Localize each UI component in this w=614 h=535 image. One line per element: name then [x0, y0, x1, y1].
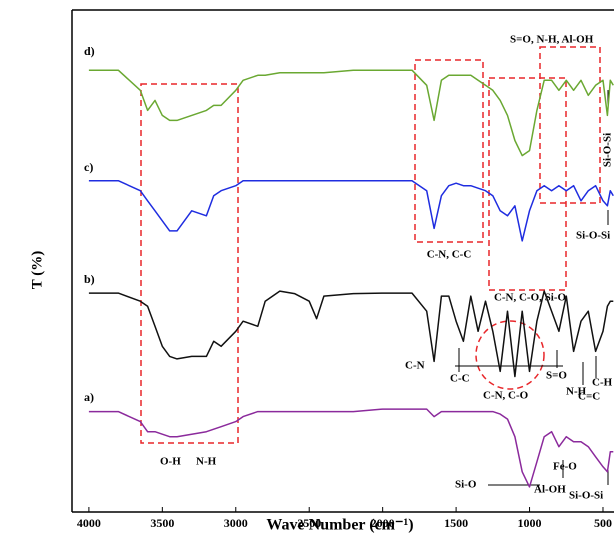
y-axis-title: T (%) — [29, 251, 45, 289]
highlight-box — [539, 46, 601, 204]
annotation: Si-O-Si — [602, 133, 614, 167]
series-label: b) — [84, 272, 95, 286]
x-axis-title: Wave Number (cm⁻¹) — [266, 517, 413, 534]
x-tick-label: 2500 — [297, 516, 321, 530]
highlight-box — [140, 83, 239, 444]
spectrum-line — [88, 408, 614, 488]
x-tick-label: 500 — [594, 516, 612, 530]
annotation: C-N, C-O — [483, 390, 529, 402]
annotation: S=O, N-H, Al-OH — [510, 34, 594, 46]
spectrum-line — [88, 179, 614, 242]
annotation: C-C — [450, 373, 470, 385]
annotation: Si-O-Si — [576, 230, 610, 242]
annotation: C=C — [578, 391, 600, 403]
series-label: a) — [84, 390, 94, 404]
x-tick-label: 4000 — [77, 516, 101, 530]
annotation: Si-O-Si — [569, 490, 603, 502]
highlight-circle — [475, 320, 545, 390]
highlight-box — [488, 77, 567, 291]
x-tick-label: 1000 — [518, 516, 542, 530]
annotation: S=O — [546, 370, 567, 382]
highlight-box — [414, 59, 484, 243]
annotation: O-H — [160, 456, 181, 468]
annotation: N-H — [196, 456, 217, 468]
x-tick-label: 3000 — [224, 516, 248, 530]
annotation: Al-OH — [534, 484, 566, 496]
annotation: C-N — [405, 360, 425, 372]
x-tick-label: 1500 — [444, 516, 468, 530]
annotation: N-H — [566, 386, 587, 398]
annotation: C-N, C-O, Si-O — [494, 292, 567, 304]
spectrum-line — [88, 290, 614, 378]
annotation: C-H — [592, 377, 613, 389]
arrows — [455, 90, 609, 486]
x-tick-label: 2000 — [371, 516, 395, 530]
annotation: Si-O — [455, 479, 477, 491]
spectrum-line — [88, 69, 614, 157]
annotation: Fe-O — [553, 461, 577, 473]
series-label: c) — [84, 160, 93, 174]
annotation: C-N, C-C — [427, 249, 472, 261]
series-label: d) — [84, 44, 95, 58]
x-tick-label: 3500 — [150, 516, 174, 530]
